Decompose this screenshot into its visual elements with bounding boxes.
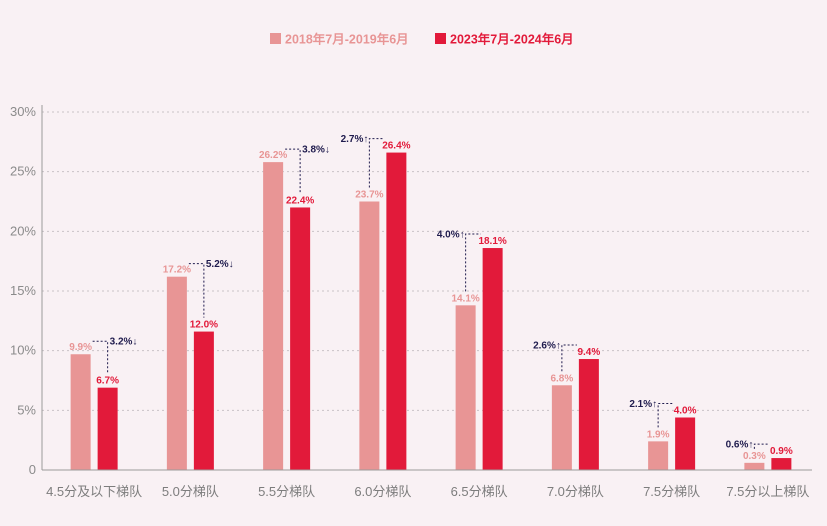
legend: 2018年7月-2019年6月 2023年7月-2024年6月 [270,32,574,47]
change-connector [368,138,385,188]
change-connector [188,263,205,318]
change-label: 2.7%↑ [341,134,369,145]
bar [455,305,476,470]
bars: 9.9% 6.7% 17.2% 12.0% 26.2% 22.4% 23.7% 26.4% 14… [69,141,793,470]
bar [675,417,696,470]
data-label: 18.1% [478,236,506,247]
bar [771,458,792,470]
bar [551,385,572,470]
bar [648,441,669,470]
bar [290,207,311,470]
change-label: 5.2%↓ [206,259,234,270]
change-label: 4.0%↑ [437,230,465,241]
data-label: 0.9% [770,446,793,457]
change-connector [753,443,770,449]
data-label: 14.1% [451,293,479,304]
gridlines [42,111,812,411]
data-label: 6.7% [96,376,119,387]
x-tick-label: 5.5分梯队 [258,484,315,499]
data-label: 1.9% [647,429,670,440]
change-connector [561,344,577,372]
change-connector [285,148,301,194]
change-label: 3.8%↓ [302,145,330,156]
legend-label-2018-2019: 2018年7月-2019年6月 [285,32,409,47]
change-label: 2.1%↑ [629,399,657,410]
change-connector [465,233,481,292]
data-label: 26.2% [259,150,287,161]
change-connector [657,402,674,428]
y-tick-label: 5% [17,402,36,417]
data-label: 6.8% [550,373,573,384]
data-label: 17.2% [163,265,191,276]
bar [359,201,380,470]
y-axis: 0 5% 10% 15% 20% 25% 30% [10,104,43,477]
x-tick-label: 4.5分及以下梯队 [46,484,142,499]
bar [482,248,503,470]
data-label: 23.7% [355,190,383,201]
y-tick-label: 25% [10,164,36,179]
legend-swatch-2018-2019 [270,33,281,44]
x-tick-label: 6.5分梯队 [451,484,508,499]
change-label: 2.6%↑ [533,341,561,352]
y-tick-label: 30% [10,104,36,119]
data-label: 0.3% [743,451,766,462]
bar [744,462,765,470]
change-label: 3.2%↓ [110,337,138,348]
bar [263,162,284,470]
x-tick-label: 7.0分梯队 [547,484,604,499]
bar [97,387,118,470]
data-label: 22.4% [286,195,314,206]
data-label: 9.4% [577,347,600,358]
x-tick-label: 6.0分梯队 [354,484,411,499]
bar [193,331,214,470]
bar [578,359,599,470]
x-tick-label: 7.5分梯队 [643,484,700,499]
data-label: 12.0% [190,320,218,331]
data-label: 9.9% [69,342,92,353]
x-axis: 4.5分及以下梯队 5.0分梯队 5.5分梯队 6.0分梯队 6.5分梯队 7.0分梯队 7… [42,469,812,499]
y-tick-label: 20% [10,223,36,238]
legend-label-2023-2024: 2023年7月-2024年6月 [450,32,574,47]
y-tick-label: 0 [29,462,36,477]
legend-swatch-2023-2024 [435,33,446,44]
change-annotations: 3.2%↓ 5.2%↓ 3.8%↓ 2.7%↑ 4.0%↑ 2.6%↑ 2.1%↑ 0.6%↑ [92,134,770,451]
bar [386,152,407,470]
y-tick-label: 15% [10,283,36,298]
change-label: 0.6%↑ [726,440,754,451]
bar [70,354,91,470]
x-tick-label: 7.5分以上梯队 [726,484,809,499]
y-tick-label: 10% [10,343,36,358]
data-label: 26.4% [382,141,410,152]
x-tick-label: 5.0分梯队 [162,484,219,499]
bar [166,276,187,470]
change-connector [92,340,109,374]
data-label: 4.0% [674,405,697,416]
